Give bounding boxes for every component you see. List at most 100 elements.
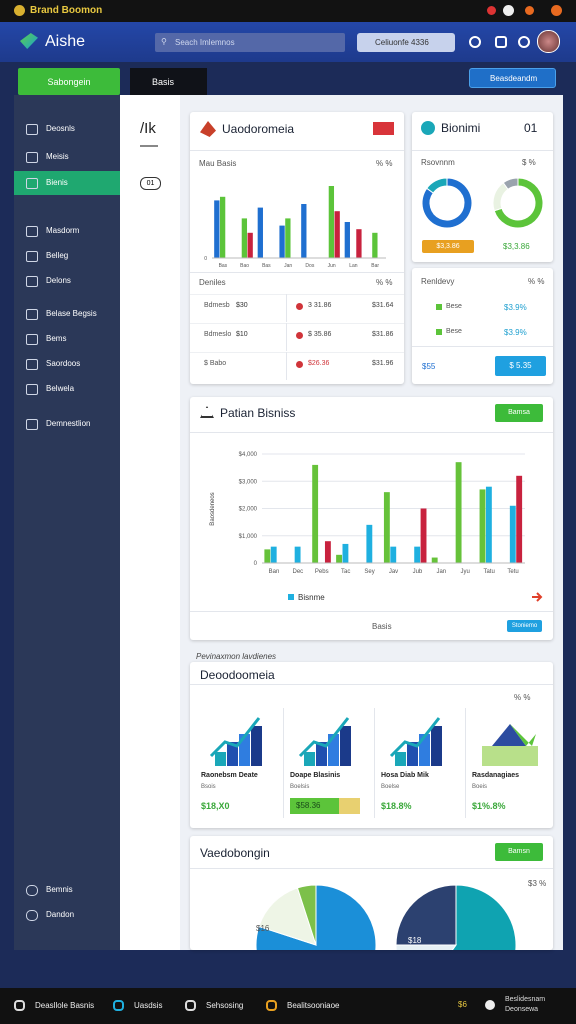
- taskbar-icon[interactable]: [185, 1000, 196, 1011]
- flag-icon: [373, 122, 394, 135]
- logo[interactable]: Aishe: [45, 33, 86, 50]
- nav-icon: [26, 226, 38, 237]
- nav-item[interactable]: Bems: [46, 334, 67, 343]
- bar: [356, 229, 362, 258]
- sidebar: Deosnls Meisis Bienis Masdorm Belleg Delons Be…: [14, 95, 120, 950]
- button-label: Beasdeandm: [490, 74, 538, 83]
- donut-chart: [492, 177, 544, 229]
- tile-value: $1%.8%: [472, 801, 506, 811]
- bar: [247, 232, 253, 258]
- cell: $ 35.86: [308, 331, 332, 338]
- cell: $3.9%: [504, 303, 527, 312]
- divider: [190, 432, 553, 433]
- search-placeholder: Seach Imlemnos: [175, 38, 235, 47]
- sub-badge: 01: [140, 177, 161, 190]
- date-button[interactable]: Celiuonfe 4336: [357, 33, 455, 52]
- tab[interactable]: Basis: [130, 68, 207, 95]
- value-badge: $3,3.86: [422, 240, 474, 253]
- nav-item[interactable]: Meisis: [46, 152, 69, 161]
- icon-shape: [251, 726, 262, 766]
- bar: [324, 541, 331, 563]
- icon-shape: [227, 742, 238, 766]
- status-value: $6: [458, 1000, 467, 1009]
- taskbar-item[interactable]: Deasllole Basnis: [35, 1001, 95, 1010]
- icon-button[interactable]: [495, 36, 507, 48]
- nav-icon: [26, 419, 38, 430]
- table-unit: % %: [376, 278, 393, 287]
- window-button[interactable]: [503, 5, 514, 16]
- tile-icon: [207, 712, 271, 768]
- nav-item[interactable]: Delons: [46, 276, 71, 285]
- nav-item[interactable]: Bienis: [46, 178, 68, 187]
- card-subtitle: Rsovnnm: [421, 158, 455, 167]
- icon-shape: [510, 724, 536, 746]
- search-box[interactable]: ⚲ Seach Imlemnos: [155, 33, 345, 52]
- chart-label: Mau Basis: [199, 159, 237, 168]
- taskbar-item[interactable]: Bealitsooniaoe: [287, 1001, 340, 1010]
- divider: [286, 323, 287, 351]
- bar: [455, 462, 462, 563]
- window-button[interactable]: [525, 6, 534, 15]
- icon-shape: [395, 752, 406, 766]
- nav-item[interactable]: Bemnis: [46, 885, 73, 894]
- primary-button[interactable]: Sabongein: [18, 68, 120, 95]
- taskbar-icon[interactable]: [113, 1000, 124, 1011]
- card-title: Vaedobongin: [200, 846, 270, 860]
- nav-active[interactable]: [14, 171, 120, 195]
- icon-shape: [419, 734, 430, 766]
- nav-item[interactable]: Belleg: [46, 251, 69, 260]
- taskbar-icon[interactable]: [14, 1000, 25, 1011]
- card: Renldevy % % $55 $ 5.35 Bese $3.9% Bese $3.…: [412, 268, 553, 384]
- card-unit: $ %: [522, 158, 536, 167]
- card: Uaodoromeia Mau Basis % % 0 Bas Bao Bas Jan D…: [190, 112, 404, 384]
- card-button[interactable]: Bamsn: [495, 843, 543, 861]
- row-divider: [190, 323, 404, 324]
- nav-item[interactable]: Deosnls: [46, 124, 75, 133]
- footer-button[interactable]: Stoniemo: [507, 620, 542, 632]
- window-button[interactable]: [551, 5, 562, 16]
- x-tick-label: Lan: [349, 263, 358, 269]
- taskbar-item[interactable]: Sehsosing: [206, 1001, 244, 1010]
- nav-item[interactable]: Dandon: [46, 910, 75, 919]
- icon-button[interactable]: [469, 36, 481, 48]
- nav-icon: [26, 276, 38, 287]
- card-badge: 01: [524, 121, 538, 135]
- nav-item[interactable]: Belase Begsis: [46, 309, 97, 318]
- tile-icon: [296, 712, 360, 768]
- y-tick-label: $2,000: [239, 507, 258, 513]
- cell: 3 31.86: [308, 302, 332, 309]
- card-title: Patian Bisniss: [220, 406, 296, 420]
- y-tick-label: $4,000: [239, 452, 258, 458]
- header: Aishe ⚲ Seach Imlemnos Celiuonfe 4336: [0, 22, 576, 62]
- nav-icon: [26, 251, 38, 262]
- footer-button[interactable]: $ 5.35: [495, 356, 546, 376]
- card-button[interactable]: Bamsa: [495, 404, 543, 422]
- avatar[interactable]: [537, 30, 560, 53]
- icon-button[interactable]: [518, 36, 530, 48]
- nav-item[interactable]: Masdorm: [46, 226, 80, 235]
- cell: $31.96: [372, 360, 394, 367]
- bar: [366, 524, 373, 563]
- bar: [383, 492, 390, 563]
- taskbar-icon[interactable]: [266, 1000, 277, 1011]
- bar-chart: 0 $1,000 $2,000 $3,000 $4,000 Ban Dec Pebs Tac Se…: [210, 452, 543, 602]
- bar: [241, 218, 248, 258]
- mini-bar-chart: 0 Bas Bao Bas Jan Dos Jun Lan Bar: [204, 186, 386, 269]
- status-dot: [436, 304, 442, 310]
- pie-slice: [493, 177, 544, 229]
- nav-icon: [26, 885, 38, 896]
- nav-item[interactable]: Saordoos: [46, 359, 81, 368]
- divider: [190, 684, 553, 685]
- window-button[interactable]: [487, 6, 496, 15]
- bar: [270, 546, 277, 563]
- divider: [283, 708, 284, 818]
- tile-graphic: [298, 717, 351, 766]
- pie-slice: [395, 944, 457, 950]
- taskbar-item[interactable]: Uasdsis: [134, 1001, 163, 1010]
- x-tick-label: Jub: [413, 569, 423, 575]
- nav-item[interactable]: Belwela: [46, 384, 75, 393]
- action-button[interactable]: Beasdeandm: [469, 68, 556, 88]
- nav-item[interactable]: Demnestlion: [46, 419, 91, 428]
- chart-unit: % %: [376, 159, 393, 168]
- x-tick-label: Tetu: [507, 569, 518, 575]
